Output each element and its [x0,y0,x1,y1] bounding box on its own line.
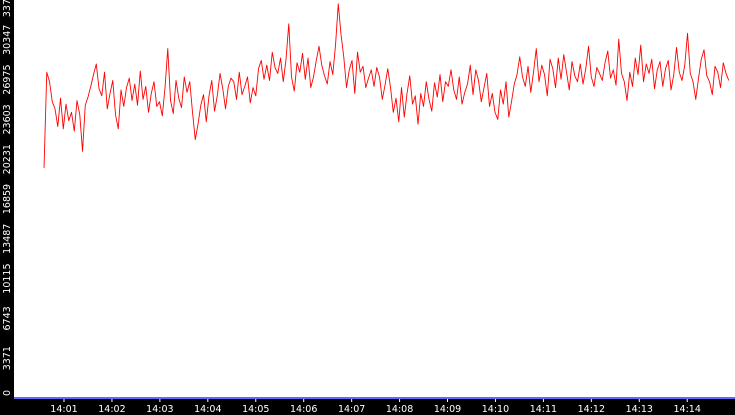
x-tick-label: 14:11 [530,404,557,415]
x-tick-label: 14:01 [50,404,77,415]
y-tick-label: 30347 [2,25,13,55]
y-tick-label: 6743 [2,306,13,330]
y-axis-band [0,0,14,399]
y-tick-label: 10115 [2,263,13,293]
x-tick-label: 14:03 [146,404,173,415]
x-tick-label: 14:06 [290,404,317,415]
y-tick-label: 20231 [2,144,13,174]
x-axis-band [0,399,735,415]
x-tick-label: 14:07 [338,404,365,415]
y-tick-label: 3371 [2,346,13,370]
x-tick-label: 14:02 [98,404,125,415]
y-tick-label: 0 [2,390,13,396]
y-axis-ticks: 0 3371 6743 10115 13487 16859 20231 23603 26975 3… [2,0,13,396]
y-tick-label: 26975 [2,64,13,94]
x-tick-label: 14:08 [386,404,413,415]
y-tick-label: 23603 [2,104,13,134]
y-tick-label: 33719 [2,0,13,17]
series-line [43,3,730,168]
x-tick-label: 14:13 [626,404,653,415]
x-tick-label: 14:09 [434,404,461,415]
x-tick-label: 14:14 [674,404,701,415]
x-tick-label: 14:12 [578,404,605,415]
x-tick-label: 14:05 [242,404,269,415]
y-tick-label: 13487 [2,224,13,254]
series-layer [43,3,730,168]
x-tick-label: 14:04 [194,404,221,415]
y-tick-label: 16859 [2,184,13,214]
x-axis-ticks: 14:01 14:02 14:03 14:04 14:05 14:06 14:07 14:08… [50,399,701,415]
x-tick-label: 14:10 [482,404,509,415]
